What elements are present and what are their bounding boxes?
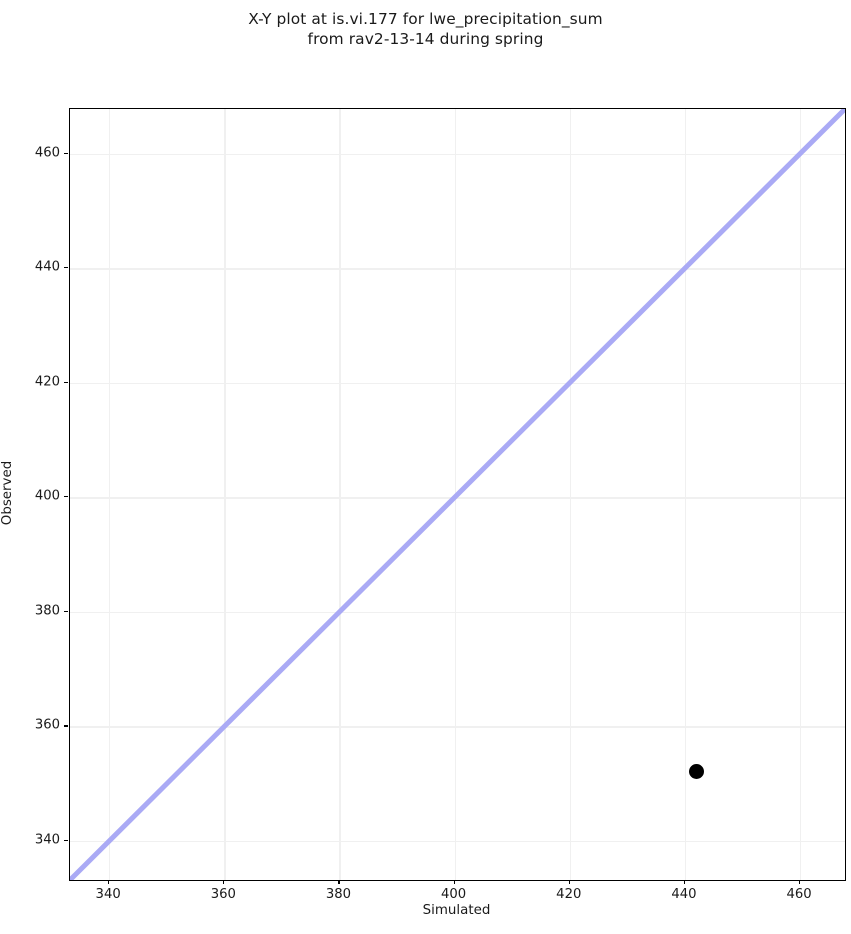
y-tick-label: 380 — [34, 603, 60, 619]
x-tick-label: 440 — [671, 887, 697, 902]
x-tick-label: 360 — [210, 887, 236, 902]
gridline-vertical — [109, 109, 111, 880]
y-tick-label: 440 — [34, 259, 60, 275]
x-tick-mark — [338, 880, 340, 884]
gridline-vertical — [339, 109, 341, 880]
x-tick-label: 420 — [556, 887, 582, 902]
x-tick-mark — [683, 880, 686, 884]
gridline-horizontal — [70, 841, 845, 843]
y-tick-mark — [64, 840, 68, 842]
x-tick-label: 400 — [441, 887, 467, 902]
chart-title: X-Y plot at is.vi.177 for lwe_precipitat… — [0, 9, 851, 49]
gridline-horizontal — [70, 611, 845, 614]
x-tick-label: 460 — [786, 887, 812, 902]
gridline-vertical — [569, 109, 572, 880]
x-tick-mark — [799, 880, 801, 884]
y-tick-label: 400 — [34, 488, 60, 504]
x-tick-label: 380 — [325, 887, 352, 902]
x-axis-label: Simulated — [422, 903, 491, 918]
y-tick-label: 360 — [34, 717, 60, 733]
gridline-horizontal — [70, 726, 845, 728]
y-tick-mark — [64, 725, 68, 727]
x-tick-mark — [568, 880, 570, 884]
y-tick-label: 340 — [34, 832, 60, 848]
identity-line-segment — [70, 109, 845, 880]
y-tick-mark — [64, 152, 68, 154]
x-tick-mark — [453, 880, 455, 884]
y-tick-label: 460 — [34, 145, 60, 161]
gridline-vertical — [800, 109, 802, 880]
data-points-layer — [70, 109, 845, 880]
y-tick-mark — [64, 496, 68, 498]
y-axis-label-text: Observed — [0, 460, 15, 526]
gridline-vertical — [684, 109, 687, 880]
chart-title-line-1: X-Y plot at is.vi.177 for lwe_precipitat… — [248, 10, 603, 28]
x-tick-mark — [108, 880, 110, 884]
gridline-vertical — [224, 109, 226, 880]
y-tick-mark — [64, 381, 68, 383]
chart-title-line-2: from rav2-13-14 during spring — [307, 30, 544, 48]
data-point[interactable] — [688, 763, 704, 779]
plot-area — [69, 108, 846, 881]
y-axis-label: Observed — [0, 429, 15, 525]
y-tick-mark — [64, 267, 68, 269]
gridline-horizontal — [70, 382, 845, 385]
gridline-horizontal — [70, 153, 845, 155]
gridline-horizontal — [70, 268, 845, 270]
x-tick-mark — [223, 880, 225, 884]
x-tick-label: 340 — [95, 887, 121, 902]
y-tick-label: 420 — [34, 374, 60, 390]
identity-line — [70, 109, 845, 880]
y-tick-mark — [64, 610, 68, 613]
